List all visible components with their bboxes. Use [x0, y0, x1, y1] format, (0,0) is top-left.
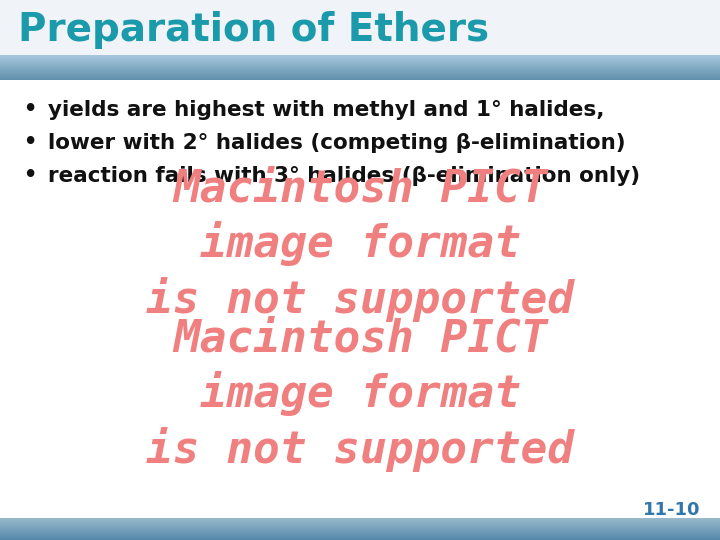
- Text: •: •: [22, 130, 37, 156]
- Text: reaction fails with 3° halides (β-elimination only): reaction fails with 3° halides (β-elimin…: [48, 166, 640, 186]
- Text: Macintosh PICT
image format
is not supported: Macintosh PICT image format is not suppo…: [146, 318, 574, 472]
- Text: Preparation of Ethers: Preparation of Ethers: [18, 11, 489, 49]
- Bar: [0, 0, 720, 55]
- Text: 11-10: 11-10: [642, 501, 700, 519]
- Text: •: •: [22, 97, 37, 123]
- Text: Macintosh PICT
image format
is not supported: Macintosh PICT image format is not suppo…: [146, 168, 574, 322]
- Text: •: •: [22, 163, 37, 189]
- Text: yields are highest with methyl and 1° halides,: yields are highest with methyl and 1° ha…: [48, 100, 605, 120]
- Text: lower with 2° halides (competing β-elimination): lower with 2° halides (competing β-elimi…: [48, 133, 626, 153]
